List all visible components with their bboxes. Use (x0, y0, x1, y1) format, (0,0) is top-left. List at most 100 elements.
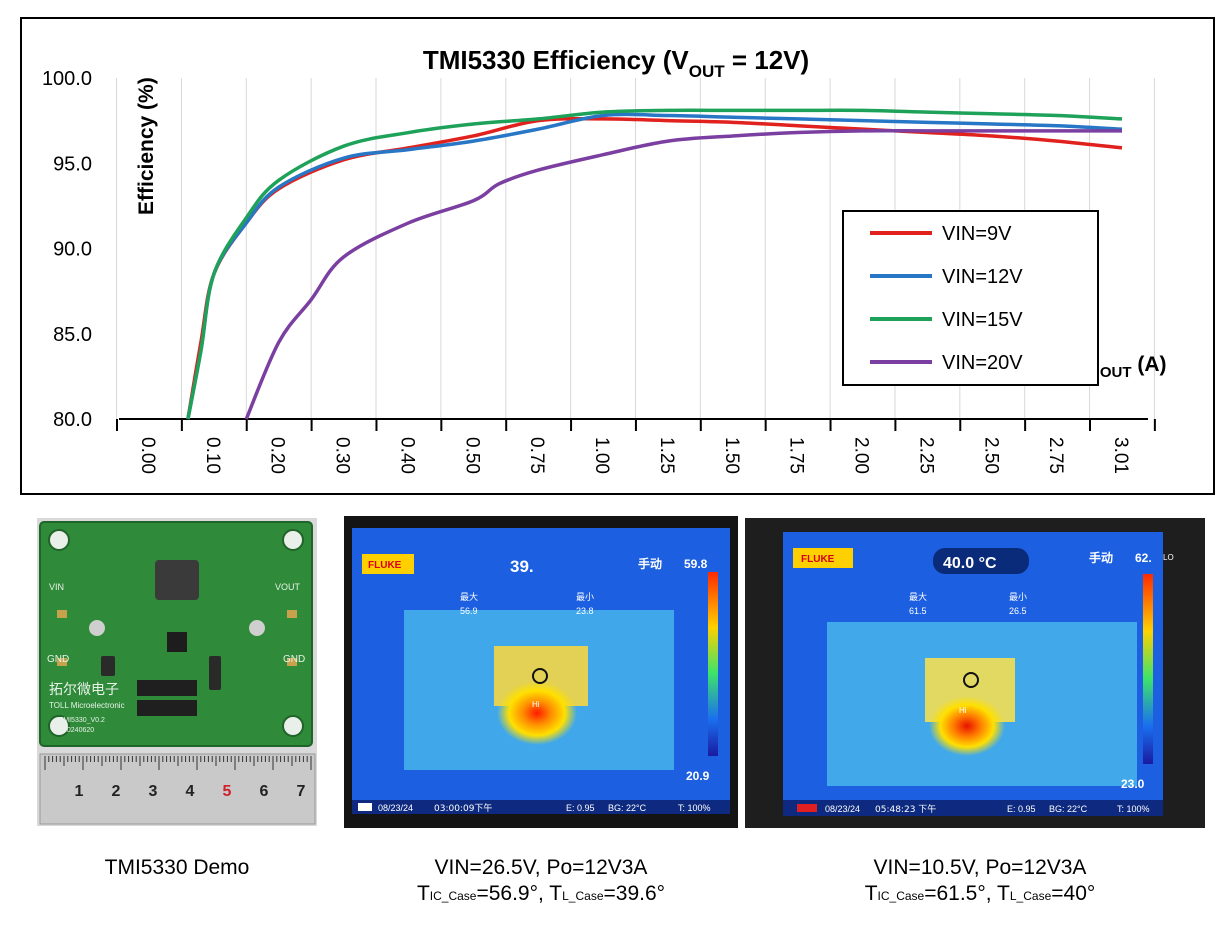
y-axis-label: Efficiency (%) (135, 77, 158, 215)
max-label-1: 最大 (460, 591, 478, 603)
ruler-number: 1 (75, 783, 84, 800)
ruler-number: 6 (260, 783, 269, 800)
ruler-number: 5 (223, 783, 232, 800)
x-tick-label: 1.75 (786, 437, 807, 474)
status-time-2: 05:48:23 下午 (875, 803, 936, 815)
status-date-1: 08/23/24 (378, 803, 413, 813)
inductor (155, 560, 199, 600)
y-axis-ticks: 80.0 85.0 90.0 95.0 100.0 (42, 68, 92, 431)
y-tick-label: 80.0 (53, 409, 92, 431)
legend-label: VIN=15V (942, 309, 1023, 331)
y-tick-label: 100.0 (42, 68, 92, 90)
silkscreen-chinese: 拓尔微电子 (49, 682, 119, 698)
silkscreen-gnd-left: GND (47, 654, 69, 665)
hi-marker-2: Hi (959, 706, 967, 715)
silkscreen-vout: VOUT (275, 582, 301, 592)
status-e-2: E: 0.95 (1007, 804, 1036, 814)
series-line-vin-12v (186, 112, 1123, 420)
x-axis-label: IOUT (A) (1094, 353, 1167, 381)
x-tick-label: 2.00 (851, 437, 872, 474)
ruler-number: 7 (297, 783, 306, 800)
caption-1-line1: VIN=26.5V, Po=12V3A (434, 856, 648, 879)
series-lines (186, 108, 1123, 420)
y-tick-label: 95.0 (53, 153, 92, 175)
top-scale-2: 62. (1135, 551, 1152, 565)
caption-1-line2: TIC_Case=56.9°, TL_Case=39.6° (416, 882, 666, 905)
status-t-1: T: 100% (678, 803, 711, 813)
mode-1: 手动 (638, 556, 662, 571)
max-value-2: 61.5 (909, 606, 927, 616)
x-tick-label: 0.30 (332, 437, 353, 474)
x-tick-label: 0.40 (396, 437, 417, 474)
legend-box (842, 210, 1099, 386)
min-value-2: 26.5 (1009, 606, 1027, 616)
ruler-number: 3 (149, 783, 158, 800)
silkscreen-vin: VIN (49, 582, 64, 592)
status-t-2: T: 100% (1117, 804, 1150, 814)
y-tick-label: 85.0 (53, 324, 92, 346)
min-value-1: 23.8 (576, 606, 594, 616)
silkscreen-gnd-right: GND (283, 654, 305, 665)
battery-icon (797, 804, 817, 812)
center-temp-1: 39. (510, 557, 534, 576)
fluke-brand-2: FLUKE (801, 554, 835, 565)
caption-demo-text: TMI5330 Demo (104, 856, 250, 879)
caption-thermal-2: VIN=10.5V, Po=12V3A TIC_Case=61.5°, TL_C… (780, 855, 1180, 909)
silkscreen-english: TOLL Microelectronic (49, 701, 125, 710)
min-label-1: 最小 (576, 592, 594, 603)
hi-marker-1: Hi (532, 700, 540, 709)
battery-icon (358, 803, 372, 811)
status-bg-1: BG: 22°C (608, 803, 647, 813)
max-value-1: 56.9 (460, 606, 478, 616)
status-e-1: E: 0.95 (566, 803, 595, 813)
color-scale-1 (708, 572, 718, 756)
x-tick-label: 1.00 (591, 437, 612, 474)
caption-thermal-1: VIN=26.5V, Po=12V3A TIC_Case=56.9°, TL_C… (344, 855, 738, 909)
fluke-brand-1: FLUKE (368, 560, 402, 571)
series-line-vin-15v (186, 108, 1123, 420)
x-tick-label: 0.20 (267, 437, 288, 474)
caption-2-line1: VIN=10.5V, Po=12V3A (873, 856, 1087, 879)
x-tick-label: 1.25 (656, 437, 677, 474)
caption-2-line2: TIC_Case=61.5°, TL_Case=40° (864, 882, 1096, 905)
crosshair-icon (532, 668, 548, 684)
bottom-scale-1: 20.9 (686, 769, 710, 783)
legend-label: VIN=12V (942, 266, 1023, 288)
mode-2: 手动 (1089, 550, 1113, 565)
silkscreen-model: TMI5330_V0.2 (59, 717, 105, 724)
caption-demo: TMI5330 Demo (37, 855, 317, 881)
legend-label: VIN=9V (942, 223, 1012, 245)
status-date-2: 08/23/24 (825, 804, 860, 814)
lo-tag-2: LO (1163, 553, 1174, 562)
efficiency-chart: TMI5330 Efficiency (VOUT = 12V) Efficien… (20, 17, 1215, 495)
x-tick-label: 0.75 (526, 437, 547, 474)
ruler-number: 2 (112, 783, 121, 800)
bottom-scale-2: 23.0 (1121, 777, 1145, 791)
thermal-image-2: FLUKE 40.0 °C 手动 62. LO 最大 61.5 最小 26.5 … (745, 518, 1205, 828)
y-tick-label: 90.0 (53, 239, 92, 261)
status-time-1: 03:00:09下午 (434, 802, 492, 814)
chart-title: TMI5330 Efficiency (VOUT = 12V) (423, 45, 809, 81)
legend: VIN=9V VIN=12V VIN=15V VIN=20V (842, 210, 1099, 386)
ruler-number: 4 (186, 783, 195, 800)
x-tick-label: 2.50 (980, 437, 1001, 474)
x-tick-label: 2.75 (1045, 437, 1066, 474)
x-tick-label: 1.50 (721, 437, 742, 474)
x-tick-label: 0.00 (137, 437, 158, 474)
max-label-2: 最大 (909, 591, 927, 603)
x-axis: 0.00 0.10 0.20 0.30 0.40 0.50 0.75 1.00 1.25 1.50… (116, 418, 1156, 474)
crosshair-icon (963, 672, 979, 688)
x-tick-label: 0.10 (202, 437, 223, 474)
min-label-2: 最小 (1009, 592, 1027, 603)
status-bg-2: BG: 22°C (1049, 804, 1088, 814)
silkscreen-date: 20240620 (63, 727, 94, 734)
center-temp-2: 40.0 °C (943, 555, 997, 572)
x-tick-label: 2.25 (915, 437, 936, 474)
x-tick-label: 3.01 (1110, 437, 1131, 474)
top-scale-1: 59.8 (684, 557, 708, 571)
series-line-vin-20v (244, 128, 1122, 420)
demo-board-photo: VIN VOUT GND GND 拓尔微电子 TOLL Microelectro… (37, 518, 317, 826)
x-tick-label: 0.50 (461, 437, 482, 474)
color-scale-2 (1143, 574, 1153, 764)
legend-label: VIN=20V (942, 352, 1023, 374)
